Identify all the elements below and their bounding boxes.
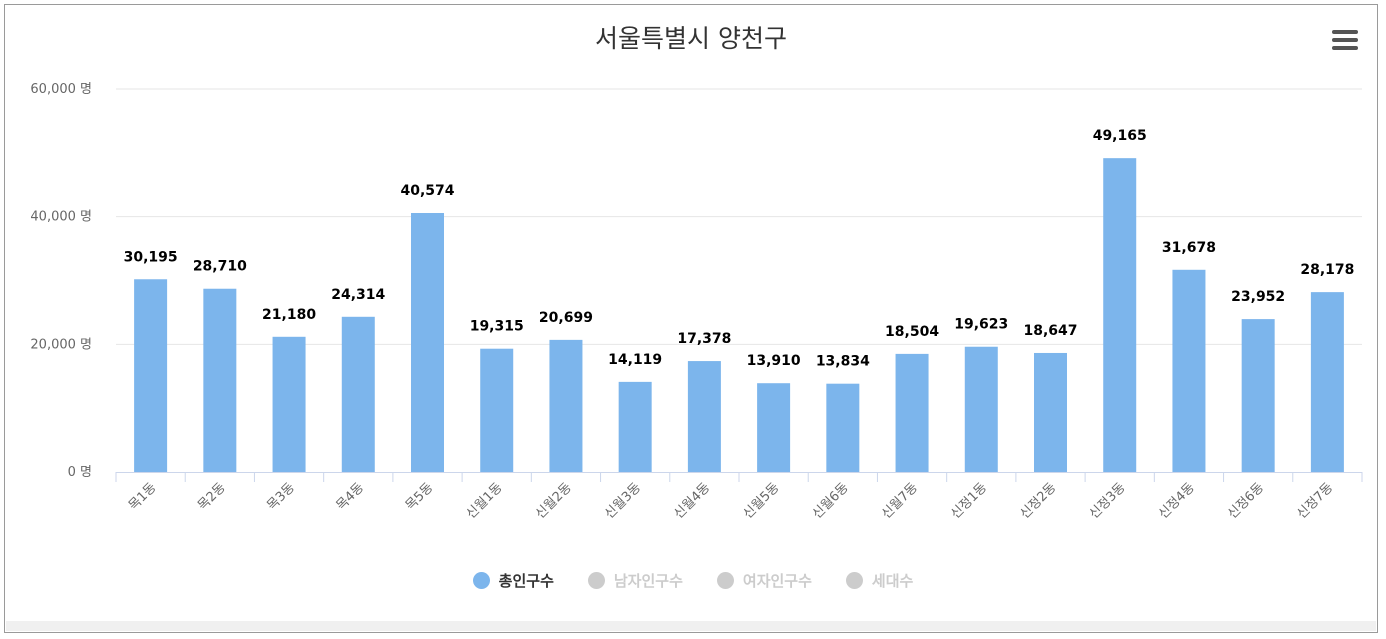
x-tick-label: 신정2동 [1017,480,1059,522]
x-tick-label: 목2동 [195,480,228,513]
bar[interactable] [757,383,791,472]
legend-item[interactable]: 남자인구수 [587,570,683,591]
bar[interactable] [134,279,168,472]
legend-item[interactable]: 세대수 [845,570,914,591]
x-tick-label: 신월4동 [671,480,713,522]
data-label: 31,678 [1162,240,1216,256]
legend-item[interactable]: 여자인구수 [716,570,812,591]
bar[interactable] [549,339,583,472]
x-tick-label: 신정3동 [1087,480,1129,522]
data-label: 28,710 [193,259,247,275]
bar[interactable] [1310,292,1344,472]
x-tick-label: 신월7동 [879,480,921,522]
data-label: 18,647 [1023,323,1077,339]
data-label: 23,952 [1231,289,1285,305]
bar[interactable] [1034,352,1067,472]
x-tick-label: 신정4동 [1156,480,1198,522]
bar[interactable] [203,288,237,472]
data-label: 19,315 [470,319,524,335]
bar[interactable] [480,348,514,472]
legend-item[interactable]: 총인구수 [472,570,554,591]
legend-symbol-icon [472,572,490,589]
y-tick-label: 0 명 [68,465,92,480]
bar[interactable] [895,353,929,472]
x-tick-label: 신정1동 [948,480,990,522]
bar[interactable] [1241,319,1275,472]
x-tick-label: 신월6동 [810,480,852,522]
data-label: 20,699 [539,310,593,326]
legend-label: 총인구수 [498,572,554,590]
data-label: 21,180 [262,307,316,323]
bar[interactable] [1103,158,1137,472]
legend-symbol-icon [587,572,605,589]
x-tick-label: 신월5동 [741,480,783,522]
legend-label: 여자인구수 [742,572,812,590]
x-tick-label: 목4동 [334,480,367,513]
chart-title: 서울특별시 양천구 [595,24,787,53]
bar[interactable] [964,346,998,472]
data-label: 24,314 [331,287,385,303]
legend-symbol-icon [716,572,734,589]
y-tick-label: 40,000 명 [30,210,92,225]
bar[interactable] [618,381,652,472]
data-label: 18,504 [885,324,939,340]
bottom-strip [6,621,1376,631]
x-tick-label: 신월2동 [533,480,575,522]
data-label: 19,623 [954,317,1008,333]
x-tick-label: 목1동 [126,480,159,513]
x-tick-label: 목5동 [403,480,436,513]
data-label: 40,574 [400,183,454,199]
x-tick-label: 신월1동 [464,480,506,522]
bar[interactable] [341,316,375,472]
data-label: 49,165 [1093,128,1147,144]
legend-label: 남자인구수 [613,572,683,590]
data-label: 17,378 [677,331,731,347]
x-tick-label: 신정6동 [1225,480,1267,522]
legend-symbol-icon [845,572,863,589]
data-label: 13,834 [816,354,870,370]
x-tick-label: 신월3동 [602,480,644,522]
bar[interactable] [1172,269,1206,472]
legend: 총인구수 남자인구수 여자인구수 세대수 [0,570,1386,591]
data-label: 28,178 [1300,262,1354,278]
hamburger-menu-icon [1332,30,1358,34]
data-label: 13,910 [747,353,801,369]
bar[interactable] [411,213,444,473]
bar[interactable] [826,383,860,472]
bar[interactable] [272,336,306,472]
y-tick-label: 60,000 명 [30,82,92,97]
x-tick-label: 목3동 [265,480,298,513]
bar[interactable] [687,361,721,472]
context-menu-button[interactable] [1332,30,1362,56]
y-tick-label: 20,000 명 [30,337,92,352]
x-tick-label: 신정7동 [1294,480,1336,522]
data-label: 30,195 [124,249,178,265]
data-label: 14,119 [608,352,662,368]
legend-label: 세대수 [871,572,914,590]
